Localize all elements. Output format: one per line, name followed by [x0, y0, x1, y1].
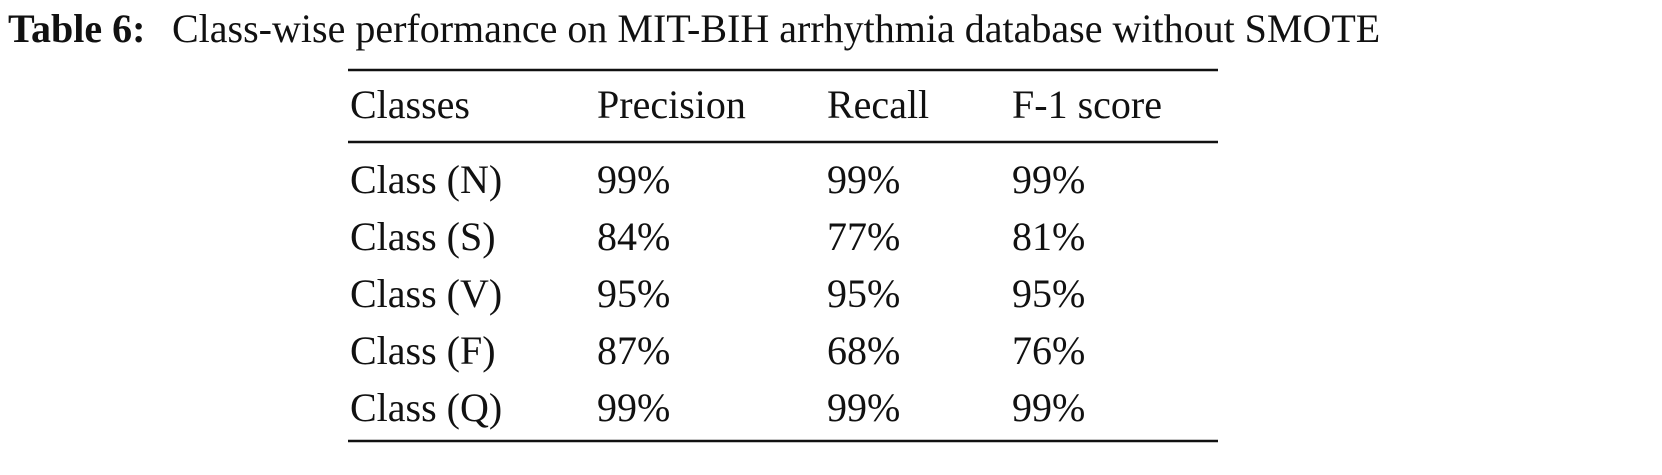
header-cell: F-1 score — [1012, 82, 1162, 127]
cell: 99% — [597, 157, 670, 202]
cell: 99% — [597, 385, 670, 430]
caption-label: Table 6: — [8, 6, 145, 51]
caption-text: Class-wise performance on MIT-BIH arrhyt… — [172, 6, 1380, 51]
cell: 68% — [827, 328, 900, 373]
cell: 81% — [1012, 214, 1085, 259]
cell: 99% — [827, 385, 900, 430]
row-label: Class (V) — [350, 271, 502, 316]
table-body: Classes Precision Recall F-1 score Class (N)… — [350, 82, 1162, 430]
cell: 95% — [827, 271, 900, 316]
cell: 76% — [1012, 328, 1085, 373]
row-label: Class (Q) — [350, 385, 502, 430]
row-label: Class (N) — [350, 157, 502, 202]
header-cell: Classes — [350, 82, 470, 127]
cell: 84% — [597, 214, 670, 259]
cell: 95% — [597, 271, 670, 316]
cell: 99% — [827, 157, 900, 202]
cell: 87% — [597, 328, 670, 373]
cell: 95% — [1012, 271, 1085, 316]
header-cell: Recall — [827, 82, 929, 127]
cell: 77% — [827, 214, 900, 259]
row-label: Class (S) — [350, 214, 496, 259]
row-label: Class (F) — [350, 328, 496, 373]
header-cell: Precision — [597, 82, 746, 127]
cell: 99% — [1012, 157, 1085, 202]
cell: 99% — [1012, 385, 1085, 430]
